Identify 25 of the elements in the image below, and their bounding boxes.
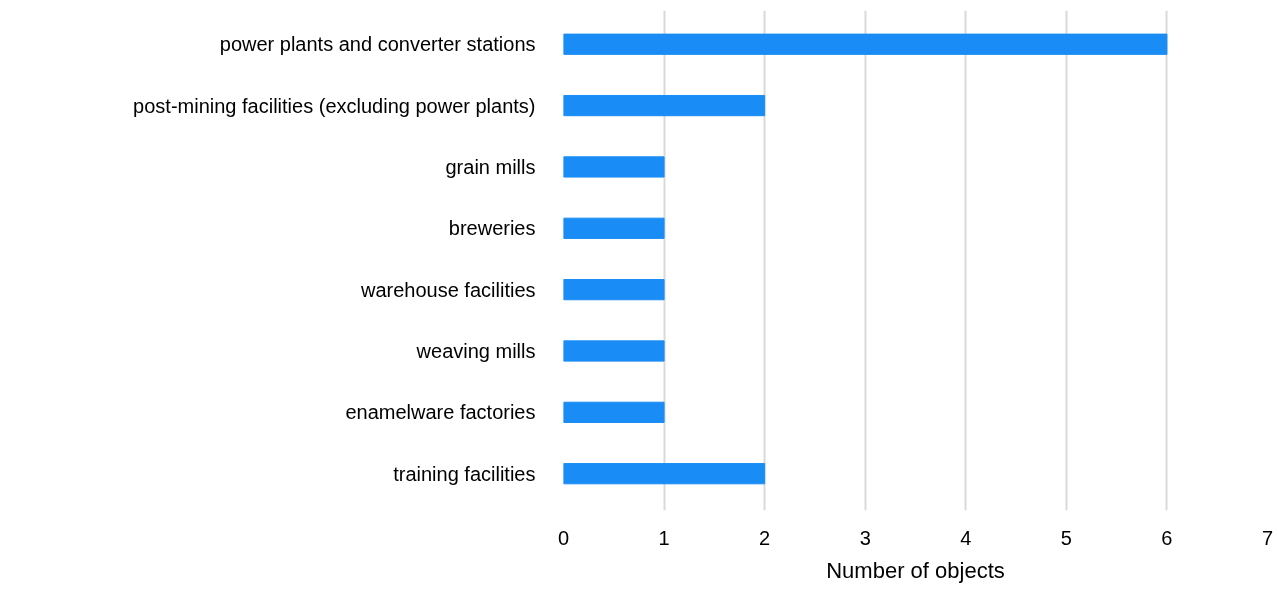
x-tick-label: 7: [1261, 526, 1274, 549]
x-tick-label: 4: [960, 526, 972, 549]
x-tick-label: 0: [557, 526, 570, 549]
y-tick-label: enamelware factories: [345, 401, 536, 424]
y-tick-label: breweries: [448, 217, 536, 240]
y-tick-label: post-mining facilities (excluding power plants): [133, 94, 536, 117]
bar: [563, 217, 665, 239]
x-tick-label: 1: [658, 526, 670, 549]
y-tick-label: power plants and converter stations: [219, 33, 536, 56]
x-tick-label: 5: [1060, 526, 1072, 549]
bar: [563, 279, 665, 301]
y-tick-label: training facilities: [393, 462, 536, 485]
bar: [563, 33, 1168, 55]
y-tick-label: warehouse facilities: [359, 278, 536, 301]
bar: [563, 94, 766, 117]
bar: [563, 401, 665, 423]
x-tick-label: 2: [759, 526, 771, 549]
x-tick-label: 3: [859, 526, 871, 549]
bar: [563, 463, 766, 485]
y-tick-label: weaving mills: [415, 339, 536, 362]
bar: [563, 156, 665, 178]
x-axis-title: Number of objects: [826, 557, 1005, 583]
bar: [563, 340, 665, 362]
y-tick-label: grain mills: [445, 155, 536, 178]
x-tick-label: 6: [1161, 526, 1173, 549]
